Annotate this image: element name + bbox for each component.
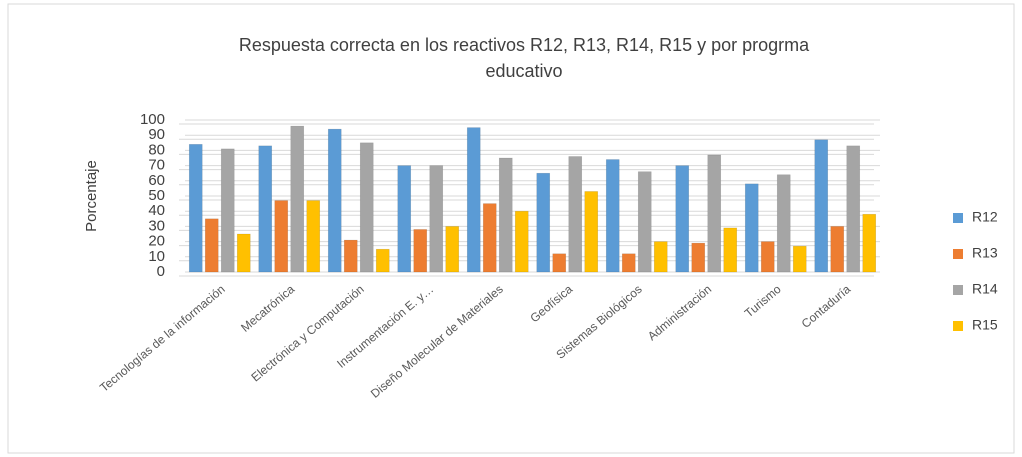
- bar: [343, 239, 358, 273]
- bar: [327, 128, 342, 273]
- bar: [514, 210, 529, 273]
- legend-swatch: [953, 213, 963, 223]
- bar: [691, 242, 706, 273]
- bar: [274, 200, 289, 273]
- y-tick-label: 20: [148, 233, 165, 250]
- y-tick-label: 100: [140, 111, 165, 128]
- bar: [584, 191, 599, 273]
- bar: [220, 148, 235, 273]
- chart-title: Respuesta correcta en los reactivos R12,…: [239, 35, 810, 55]
- y-tick-label: 80: [148, 141, 165, 158]
- legend-swatch: [953, 285, 963, 295]
- bar: [188, 144, 203, 273]
- bar: [413, 229, 428, 273]
- y-tick-label: 90: [148, 126, 165, 143]
- y-axis-title: Porcentaje: [83, 160, 100, 232]
- y-tick-label: 10: [148, 248, 165, 265]
- bar: [707, 154, 722, 273]
- legend-label: R12: [972, 209, 998, 225]
- bar: [776, 174, 791, 273]
- bar: [621, 253, 636, 273]
- bar: [429, 165, 444, 273]
- bar: [397, 165, 412, 273]
- bar: [375, 248, 390, 273]
- legend-label: R14: [972, 281, 998, 297]
- bar: [760, 241, 775, 273]
- legend-swatch: [953, 249, 963, 259]
- bar: [653, 241, 668, 273]
- legend-swatch: [953, 321, 963, 331]
- bar: [204, 218, 219, 273]
- bar: [862, 213, 877, 273]
- bar: [466, 127, 481, 273]
- bar: [744, 183, 759, 273]
- y-tick-label: 30: [148, 217, 165, 234]
- legend-label: R15: [972, 317, 998, 333]
- bar: [675, 165, 690, 273]
- y-tick-label: 60: [148, 172, 165, 189]
- bar: [445, 226, 460, 273]
- bar: [568, 156, 583, 273]
- legend-label: R13: [972, 245, 998, 261]
- bar: [830, 226, 845, 273]
- chart-title: educativo: [485, 61, 562, 81]
- bar: [846, 145, 861, 273]
- bar: [637, 171, 652, 273]
- bar: [723, 227, 738, 273]
- bar: [290, 125, 305, 273]
- bar: [359, 142, 374, 273]
- bar: [552, 253, 567, 273]
- y-tick-label: 40: [148, 202, 165, 219]
- y-tick-label: 70: [148, 157, 165, 174]
- bar: [258, 145, 273, 273]
- bar: [236, 233, 251, 273]
- y-tick-label: 0: [157, 263, 165, 280]
- bar: [792, 245, 807, 273]
- bar: [814, 139, 829, 273]
- bar: [536, 172, 551, 273]
- bar: [498, 157, 513, 273]
- y-tick-label: 50: [148, 187, 165, 204]
- bar: [605, 159, 620, 273]
- bar: [482, 203, 497, 273]
- bar: [306, 200, 321, 273]
